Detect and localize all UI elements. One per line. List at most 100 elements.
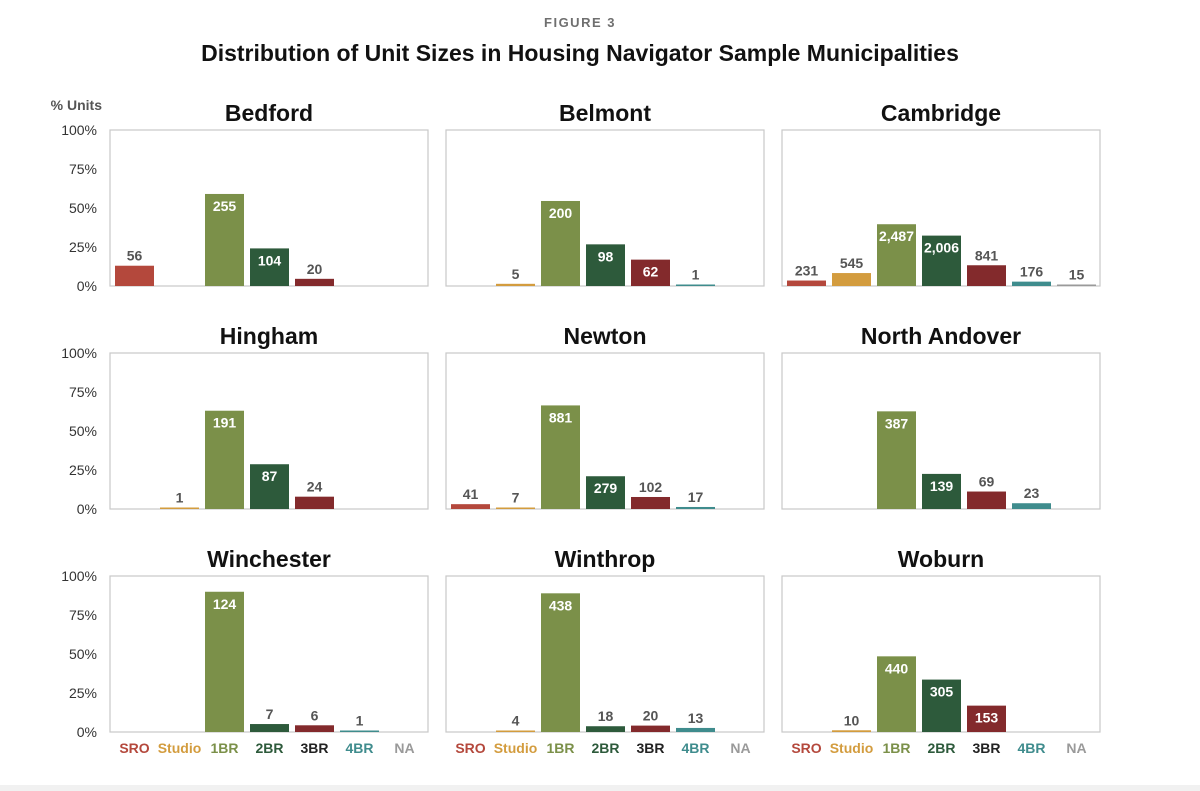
data-label: 305 [930,684,954,700]
data-label: 7 [266,706,274,722]
bar-4br [1012,281,1051,286]
bar-4br [676,727,715,732]
bar-3br [967,705,1006,732]
data-label: 191 [213,415,237,431]
data-label: 62 [643,264,659,280]
bar-3br [631,496,670,509]
y-tick-label: 0% [77,278,97,294]
bar-2br [922,473,961,509]
bar-sro [115,265,154,286]
data-label: 17 [688,489,704,505]
data-label: 279 [594,480,618,496]
data-label: 18 [598,708,614,724]
y-tick-label: 50% [69,423,97,439]
y-tick-label: 25% [69,685,97,701]
panel-title: Winchester [207,546,331,572]
panel-title: Woburn [898,546,984,572]
bar-studio [160,507,199,509]
data-label: 841 [975,247,999,263]
panel-bedford: Bedford 100% 75% 50% 25% 0% 56 255 104 20 [61,100,429,294]
panel-title: Hingham [220,323,318,349]
panel-cambridge: Cambridge 231 545 2,487 2,006 841 176 15 [781,100,1101,287]
bar-3br [295,725,334,732]
data-label: 139 [930,478,954,494]
y-tick-label: 75% [69,607,97,623]
x-tick-label-4br: 4BR [345,740,373,756]
bar-3br [967,491,1006,509]
data-label: 20 [643,708,659,724]
x-tick-label-3br: 3BR [972,740,1000,756]
x-tick-label-sro: SRO [455,740,485,756]
bar-1br [205,410,244,509]
x-tick-label-sro: SRO [791,740,821,756]
panel-title: North Andover [861,323,1021,349]
bar-2br [922,235,961,286]
bar-4br [676,284,715,286]
bar-2br [250,724,289,732]
bar-1br [877,656,916,732]
y-tick-label: 25% [69,239,97,255]
bar-sro [787,280,826,286]
data-label: 438 [549,597,573,613]
panel-title: Belmont [559,100,651,126]
x-tick-label-3br: 3BR [636,740,664,756]
data-label: 7 [512,490,520,506]
data-label: 2,487 [879,228,914,244]
data-label: 881 [549,409,573,425]
data-label: 124 [213,596,237,612]
data-label: 13 [688,710,704,726]
data-label: 387 [885,415,909,431]
panel-title: Winthrop [555,546,656,572]
x-tick-label-1br: 1BR [210,740,238,756]
bar-2br [586,476,625,509]
bar-2br [586,726,625,732]
bar-2br [250,248,289,286]
data-label: 15 [1069,267,1085,283]
panel-hingham: Hingham 100% 75% 50% 25% 0% 1 191 87 24 [61,323,429,517]
panel-newton: Newton 41 7 881 279 102 17 [445,323,765,510]
data-label: 231 [795,263,819,279]
bar-3br [631,259,670,286]
bar-1br [205,591,244,732]
x-tick-label-sro: SRO [119,740,149,756]
data-label: 2,006 [924,240,959,256]
x-tick-label-studio: Studio [158,740,202,756]
bar-3br [967,265,1006,286]
panel-title: Cambridge [881,100,1001,126]
data-label: 545 [840,255,864,271]
y-tick-label: 75% [69,161,97,177]
bar-studio [496,730,535,732]
panel-title: Newton [563,323,646,349]
bar-sro [451,504,490,509]
x-tick-label-2br: 2BR [255,740,283,756]
panel-title: Bedford [225,100,313,126]
data-label: 69 [979,474,995,490]
figure-label: FIGURE 3 [544,15,616,30]
data-label: 102 [639,479,663,495]
bar-1br [205,193,244,286]
bar-studio [496,283,535,286]
x-tick-label-studio: Studio [494,740,538,756]
panel-winchester: Winchester 100% 75% 50% 25% 0% 124 7 6 1 SRO Studio… [61,546,429,756]
data-label: 200 [549,205,573,221]
data-label: 98 [598,248,614,264]
bar-1br [541,593,580,732]
data-label: 1 [692,267,700,283]
y-tick-label: 100% [61,122,97,138]
y-tick-label: 0% [77,724,97,740]
data-label: 20 [307,261,323,277]
panel-belmont: Belmont 5 200 98 62 1 [445,100,765,287]
x-tick-label-2br: 2BR [591,740,619,756]
panel-north-andover: North Andover 387 139 69 23 [781,323,1101,510]
data-label: 41 [463,486,479,502]
bar-1br [877,411,916,509]
x-tick-label-4br: 4BR [1017,740,1045,756]
data-label: 10 [844,712,860,728]
data-label: 104 [258,252,282,268]
x-tick-label-studio: Studio [830,740,874,756]
bar-4br [676,506,715,509]
bar-2br [250,464,289,509]
y-tick-label: 50% [69,646,97,662]
bar-studio [832,730,871,732]
data-label: 1 [356,713,364,729]
